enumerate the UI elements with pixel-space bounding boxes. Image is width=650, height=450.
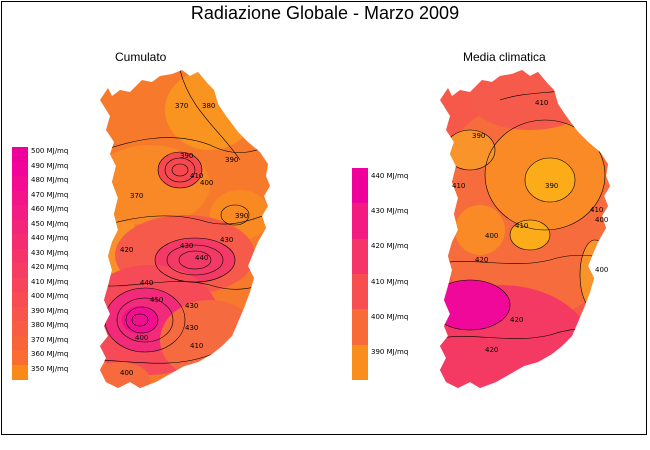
left-legend-swatch bbox=[12, 364, 28, 380]
left-legend-swatch bbox=[12, 335, 28, 351]
right-legend-label: 430 MJ/mq bbox=[371, 206, 409, 215]
left-contour-label: 440 bbox=[195, 254, 208, 262]
left-legend-swatch bbox=[12, 350, 28, 365]
right-contour-label: 420 bbox=[485, 346, 498, 354]
left-legend-swatch bbox=[12, 234, 28, 249]
left-legend-label: 450 MJ/mq bbox=[31, 219, 69, 228]
left-contour-label: 380 bbox=[202, 102, 215, 110]
right-contour-label: 410 bbox=[590, 206, 603, 214]
left-legend-label: 350 MJ/mq bbox=[31, 364, 69, 373]
left-legend-label: 480 MJ/mq bbox=[31, 176, 69, 184]
left-legend-swatch bbox=[12, 190, 28, 206]
left-contour-label: 400 bbox=[120, 369, 133, 377]
right-legend-label: 400 MJ/mq bbox=[371, 312, 409, 321]
left-contour-label: 390 bbox=[225, 156, 238, 164]
right-contour-label: 400 bbox=[595, 216, 608, 224]
left-contour-label: 430 bbox=[185, 302, 198, 310]
right-contour-label: 400 bbox=[485, 232, 498, 240]
right-legend-label: 410 MJ/mq bbox=[371, 277, 409, 286]
left-legend-swatch bbox=[12, 306, 28, 322]
left-legend-swatch bbox=[12, 277, 28, 293]
left-legend-swatch bbox=[12, 147, 28, 162]
left-contour-label: 390 bbox=[235, 212, 248, 220]
left-contour-label: 400 bbox=[135, 334, 148, 342]
left-legend-label: 400 MJ/mq bbox=[31, 292, 69, 300]
right-legend: 440 MJ/mq 430 MJ/mq 420 MJ/mq 410 MJ/mq 400 … bbox=[352, 168, 432, 381]
left-contour-label: 410 bbox=[190, 172, 203, 180]
left-contour-label: 390 bbox=[180, 152, 193, 160]
right-legend-swatch bbox=[352, 168, 368, 204]
left-legend-label: 380 MJ/mq bbox=[31, 321, 69, 329]
left-contour-label: 420 bbox=[120, 246, 133, 254]
left-contour-label: 370 bbox=[175, 102, 188, 110]
left-legend-label: 460 MJ/mq bbox=[31, 205, 69, 213]
left-contour-label: 370 bbox=[130, 192, 143, 200]
left-legend-label: 370 MJ/mq bbox=[31, 335, 69, 344]
right-legend-swatch bbox=[352, 203, 368, 240]
left-legend-label: 440 MJ/mq bbox=[31, 234, 69, 242]
left-legend-swatch bbox=[12, 205, 28, 220]
left-contour-label: 430 bbox=[220, 236, 233, 244]
left-legend-swatch bbox=[12, 248, 28, 264]
left-contour-label: 430 bbox=[185, 324, 198, 332]
left-legend-swatch bbox=[12, 161, 28, 177]
right-contour-label: 390 bbox=[545, 182, 558, 190]
left-contour-label: 430 bbox=[180, 242, 193, 250]
left-legend-swatch bbox=[12, 263, 28, 278]
right-map: 410 390 410 390 400 410 400 410 420 400 420 420 bbox=[440, 70, 610, 388]
left-legend-label: 390 MJ/mq bbox=[31, 306, 69, 315]
right-legend-swatch bbox=[352, 309, 368, 346]
left-legend-swatch bbox=[12, 321, 28, 336]
left-contour-label: 410 bbox=[190, 342, 203, 350]
right-contour-label: 400 bbox=[595, 266, 608, 274]
right-contour-label: 410 bbox=[535, 99, 548, 107]
right-legend-label: 440 MJ/mq bbox=[371, 171, 409, 180]
figure-title: Radiazione Globale - Marzo 2009 bbox=[190, 3, 460, 23]
right-legend-swatch bbox=[352, 238, 368, 275]
right-contour-label: 410 bbox=[515, 222, 528, 230]
left-contour-label: 440 bbox=[140, 279, 153, 287]
left-panel-title: Cumulato bbox=[115, 50, 167, 64]
left-legend-swatch bbox=[12, 292, 28, 307]
left-legend-label: 430 MJ/mq bbox=[31, 248, 69, 257]
left-legend-label: 410 MJ/mq bbox=[31, 277, 69, 286]
left-legend-label: 470 MJ/mq bbox=[31, 190, 69, 199]
right-contour-label: 390 bbox=[472, 132, 485, 140]
left-legend-label: 360 MJ/mq bbox=[31, 350, 69, 358]
right-legend-label: 420 MJ/mq bbox=[371, 242, 409, 251]
right-contour-label: 420 bbox=[475, 256, 488, 264]
right-legend-label: 390 MJ/mq bbox=[371, 348, 409, 357]
right-panel-title: Media climatica bbox=[463, 50, 546, 64]
left-legend-swatch bbox=[12, 176, 28, 191]
left-contour-label: 450 bbox=[150, 296, 163, 304]
left-legend: 500 MJ/mq 490 MJ/mq 480 MJ/mq 470 MJ/mq 460 … bbox=[12, 147, 92, 380]
left-legend-label: 500 MJ/mq bbox=[31, 147, 69, 155]
left-contour-label: 400 bbox=[200, 179, 213, 187]
right-legend-swatch bbox=[352, 344, 368, 381]
right-legend-swatch bbox=[352, 274, 368, 310]
left-legend-label: 490 MJ/mq bbox=[31, 161, 69, 170]
right-contour-label: 420 bbox=[510, 316, 523, 324]
left-legend-label: 420 MJ/mq bbox=[31, 263, 69, 271]
left-legend-swatch bbox=[12, 219, 28, 235]
right-contour-label: 410 bbox=[452, 182, 465, 190]
